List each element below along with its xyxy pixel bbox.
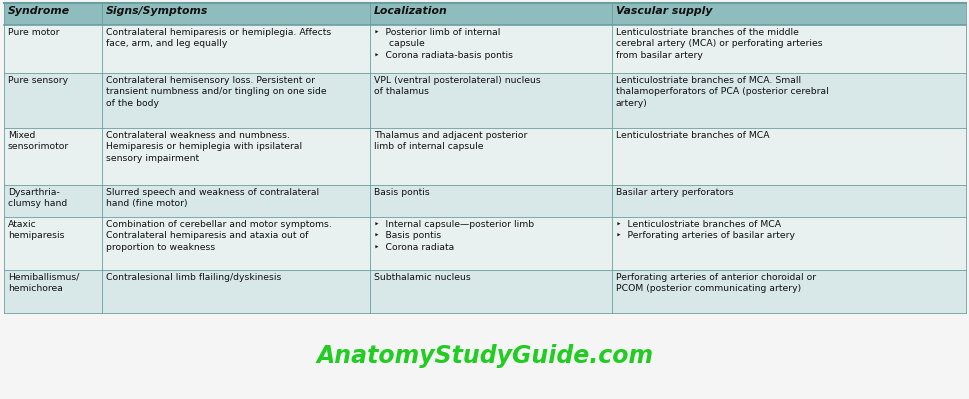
Bar	[4, 270, 102, 313]
Bar	[102, 128, 369, 185]
Bar	[611, 128, 965, 185]
Text: Signs/Symptoms: Signs/Symptoms	[106, 6, 208, 16]
Text: AnatomyStudyGuide.com: AnatomyStudyGuide.com	[316, 344, 653, 368]
Text: Subthalamic nucleus: Subthalamic nucleus	[374, 273, 470, 282]
Bar	[4, 128, 102, 185]
Bar	[4, 217, 102, 270]
Text: Thalamus and adjacent posterior
limb of internal capsule: Thalamus and adjacent posterior limb of …	[374, 131, 527, 152]
Text: Perforating arteries of anterior choroidal or
PCOM (posterior communicating arte: Perforating arteries of anterior choroid…	[615, 273, 815, 293]
Bar	[611, 73, 965, 128]
Text: Contralateral hemisensory loss. Persistent or
transient numbness and/or tingling: Contralateral hemisensory loss. Persiste…	[106, 76, 327, 108]
Text: ‣  Posterior limb of internal
     capsule
‣  Corona radiata-basis pontis: ‣ Posterior limb of internal capsule ‣ C…	[374, 28, 513, 60]
Bar	[369, 185, 611, 217]
Text: Localization: Localization	[374, 6, 448, 16]
Text: Pure sensory: Pure sensory	[8, 76, 68, 85]
Text: Basilar artery perforators: Basilar artery perforators	[615, 188, 733, 197]
Text: ‣  Internal capsule—posterior limb
‣  Basis pontis
‣  Corona radiata: ‣ Internal capsule—posterior limb ‣ Basi…	[374, 220, 534, 252]
Text: Combination of cerebellar and motor symptoms.
Contralateral hemiparesis and atax: Combination of cerebellar and motor symp…	[106, 220, 331, 252]
Bar	[4, 3, 102, 25]
Bar	[102, 185, 369, 217]
Text: Contralateral weakness and numbness.
Hemiparesis or hemiplegia with ipsilateral
: Contralateral weakness and numbness. Hem…	[106, 131, 301, 163]
Bar	[102, 217, 369, 270]
Bar	[611, 217, 965, 270]
Bar	[369, 128, 611, 185]
Bar	[611, 3, 965, 25]
Text: Syndrome: Syndrome	[8, 6, 70, 16]
Bar	[102, 25, 369, 73]
Text: Dysarthria-
clumsy hand: Dysarthria- clumsy hand	[8, 188, 67, 208]
Text: Slurred speech and weakness of contralateral
hand (fine motor): Slurred speech and weakness of contralat…	[106, 188, 319, 208]
Text: Ataxic
hemiparesis: Ataxic hemiparesis	[8, 220, 64, 241]
Bar	[369, 217, 611, 270]
Bar	[611, 25, 965, 73]
Bar	[369, 270, 611, 313]
Bar	[611, 270, 965, 313]
Text: Basis pontis: Basis pontis	[374, 188, 429, 197]
Bar	[4, 73, 102, 128]
Text: Lenticulostriate branches of MCA: Lenticulostriate branches of MCA	[615, 131, 768, 140]
Text: ‣  Lenticulostriate branches of MCA
‣  Perforating arteries of basilar artery: ‣ Lenticulostriate branches of MCA ‣ Per…	[615, 220, 795, 241]
Text: Pure motor: Pure motor	[8, 28, 59, 37]
Text: Lenticulostriate branches of the middle
cerebral artery (MCA) or perforating art: Lenticulostriate branches of the middle …	[615, 28, 822, 60]
Bar	[369, 3, 611, 25]
Text: Vascular supply: Vascular supply	[615, 6, 712, 16]
Bar	[4, 185, 102, 217]
Text: Lenticulostriate branches of MCA. Small
thalamoperforators of PCA (posterior cer: Lenticulostriate branches of MCA. Small …	[615, 76, 828, 108]
Bar	[4, 25, 102, 73]
Text: VPL (ventral posterolateral) nucleus
of thalamus: VPL (ventral posterolateral) nucleus of …	[374, 76, 540, 97]
Text: Contralesional limb flailing/dyskinesis: Contralesional limb flailing/dyskinesis	[106, 273, 281, 282]
Bar	[102, 270, 369, 313]
Bar	[611, 185, 965, 217]
Text: Contralateral hemiparesis or hemiplegia. Affects
face, arm, and leg equally: Contralateral hemiparesis or hemiplegia.…	[106, 28, 330, 48]
Text: Hemiballismus/
hemichorea: Hemiballismus/ hemichorea	[8, 273, 79, 293]
Bar	[369, 25, 611, 73]
Text: Mixed
sensorimotor: Mixed sensorimotor	[8, 131, 69, 152]
Bar	[102, 3, 369, 25]
Bar	[369, 73, 611, 128]
Bar	[102, 73, 369, 128]
